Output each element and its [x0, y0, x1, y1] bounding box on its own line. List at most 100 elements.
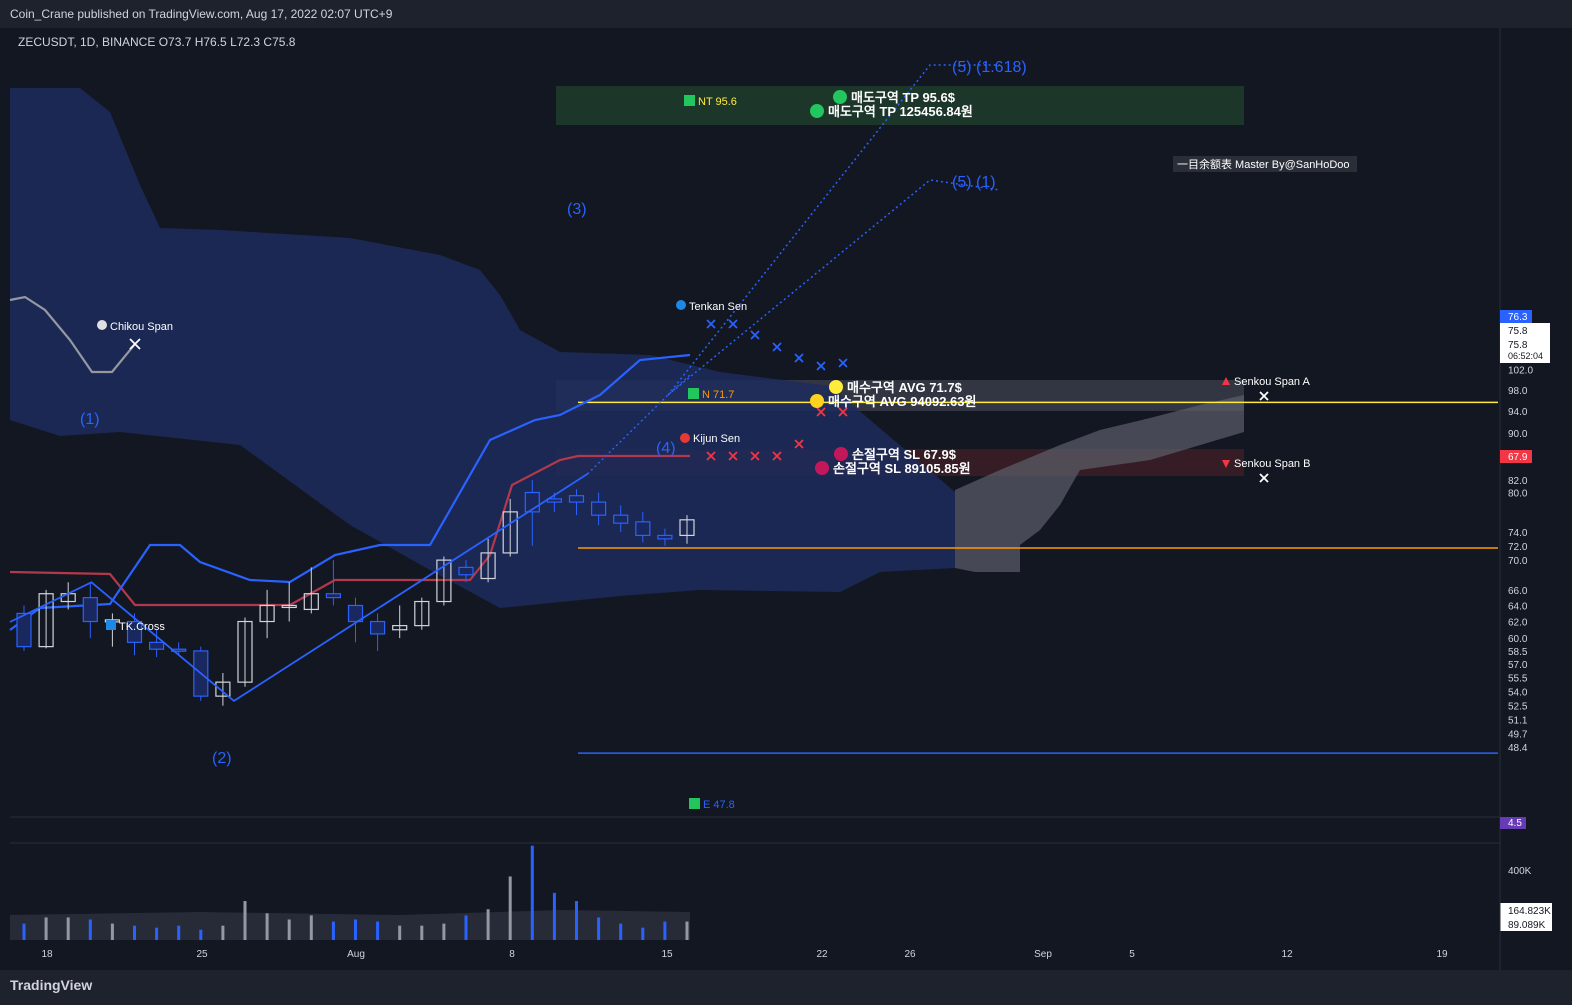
- time-tick: 19: [1436, 949, 1448, 960]
- price-tick: 60.0: [1508, 634, 1528, 645]
- time-tick: 15: [661, 949, 673, 960]
- osc-tag: [1500, 817, 1526, 829]
- price-tick: 80.0: [1508, 489, 1528, 500]
- wave-label-2: (2): [212, 750, 232, 767]
- time-tick: 5: [1129, 949, 1135, 960]
- volume-bar: [619, 923, 623, 940]
- price-tick: 90.0: [1508, 429, 1528, 440]
- e-check: [689, 798, 700, 809]
- time-tick: Sep: [1034, 949, 1052, 960]
- time-tick: 25: [196, 949, 208, 960]
- kijun-future-marker: [750, 451, 760, 461]
- volume-tick: 400K: [1508, 866, 1532, 877]
- senkou-b-label: Senkou Span B: [1234, 458, 1310, 470]
- kijun-future-marker: [706, 451, 716, 461]
- price-tick: 94.0: [1508, 407, 1528, 418]
- footer: TradingView: [0, 970, 1572, 1005]
- avg-dot: [810, 394, 824, 408]
- wave-layer: (1) (2) (3) (4) (5) (1.618) (5) (1): [9, 59, 1027, 767]
- annotations-layer: ZECUSDT, 1D, BINANCE O73.7 H76.5 L72.3 C…: [18, 35, 1357, 811]
- volume-bar: [464, 915, 468, 940]
- countdown-price-label: 75.8: [1508, 340, 1528, 351]
- candle-body: [215, 681, 231, 697]
- chikou-marker: [129, 338, 141, 350]
- price-tick: 54.0: [1508, 687, 1528, 698]
- volume-bar: [486, 909, 490, 940]
- price-tick: 55.5: [1508, 674, 1528, 685]
- price-tick: 98.0: [1508, 386, 1528, 397]
- time-tick: 12: [1281, 949, 1293, 960]
- price-tick: 70.0: [1508, 556, 1528, 567]
- candle-body: [613, 514, 629, 524]
- time-tick: 26: [904, 949, 916, 960]
- tp-dot: [810, 104, 824, 118]
- indicator-lines-layer: [9, 295, 1498, 754]
- volume-bar: [265, 913, 269, 940]
- wave-label-5-1618: (5) (1.618): [952, 59, 1027, 76]
- volume-bar: [22, 923, 26, 940]
- kijun-dot: [680, 433, 690, 443]
- time-tick: 8: [509, 949, 515, 960]
- tenkan-label: Tenkan Sen: [689, 301, 747, 313]
- volume-bar: [221, 925, 225, 940]
- volume-bar: [133, 925, 136, 940]
- wave5-1-projection: [667, 179, 1001, 396]
- price-tick: 58.5: [1508, 647, 1528, 658]
- candles-layer: [16, 480, 695, 706]
- candle-body: [347, 604, 364, 623]
- volume-bar: [155, 927, 159, 940]
- close-price-label: 75.8: [1508, 326, 1528, 337]
- volume-bar: [597, 917, 601, 940]
- master-label: 一目余额表 Master By@SanHoDoo: [1177, 157, 1350, 171]
- nt-check: [684, 95, 695, 106]
- tenkan-future-marker: [728, 319, 738, 329]
- candle-body: [436, 559, 452, 603]
- senkou-b-marker: [1259, 473, 1269, 483]
- candle-body: [281, 604, 297, 609]
- time-tick: Aug: [347, 949, 365, 960]
- candle-body: [82, 597, 98, 623]
- volume-bar: [663, 921, 667, 940]
- price-tick: 57.0: [1508, 660, 1528, 671]
- time-tick: 22: [816, 949, 828, 960]
- price-tick: 64.0: [1508, 601, 1528, 612]
- publish-info: Coin_Crane published on TradingView.com,…: [10, 7, 393, 21]
- tradingview-logo[interactable]: TradingView: [10, 977, 93, 993]
- kijun-future-marker: [772, 451, 782, 461]
- axis-layer: 102.098.094.090.086.082.080.074.072.070.…: [10, 28, 1550, 970]
- nt-label: NT 95.6: [698, 96, 737, 108]
- kumo-cloud: [10, 88, 955, 608]
- tp-dot: [833, 90, 847, 104]
- volume-bar: [552, 892, 556, 940]
- tp-usd-label: 매도구역 TP 95.6$: [851, 90, 956, 105]
- price-tick: 48.4: [1508, 743, 1528, 754]
- sl-price-tag: [1500, 450, 1532, 463]
- volume-bar: [287, 919, 291, 940]
- volume-bar: [442, 923, 446, 940]
- current-price-label: 76.3: [1508, 312, 1528, 323]
- candle-body: [325, 593, 341, 599]
- volume-bar: [44, 917, 48, 940]
- candle-body: [590, 501, 607, 516]
- wave-label-1: (1): [80, 411, 100, 428]
- kijun-line: [9, 454, 690, 607]
- candle-body: [16, 612, 32, 648]
- candle-body: [679, 519, 695, 537]
- tenkan-future-marker: [772, 342, 782, 352]
- countdown-label: 06:52:04: [1508, 351, 1543, 361]
- volume-bar: [177, 925, 181, 940]
- tenkan-future-marker: [794, 353, 804, 363]
- master-badge: [1173, 156, 1357, 172]
- volume-bar: [331, 921, 335, 940]
- candle-body: [38, 593, 54, 648]
- sl-price-label: 67.9: [1508, 452, 1528, 463]
- osc-label: 4.5: [1508, 818, 1522, 829]
- candle-body: [657, 534, 673, 540]
- candle-body: [635, 521, 651, 537]
- price-tick: 72.0: [1508, 542, 1528, 553]
- candle-body: [237, 620, 253, 683]
- candle-body: [414, 600, 430, 627]
- candle-body: [568, 495, 585, 503]
- sl-dot: [815, 461, 829, 475]
